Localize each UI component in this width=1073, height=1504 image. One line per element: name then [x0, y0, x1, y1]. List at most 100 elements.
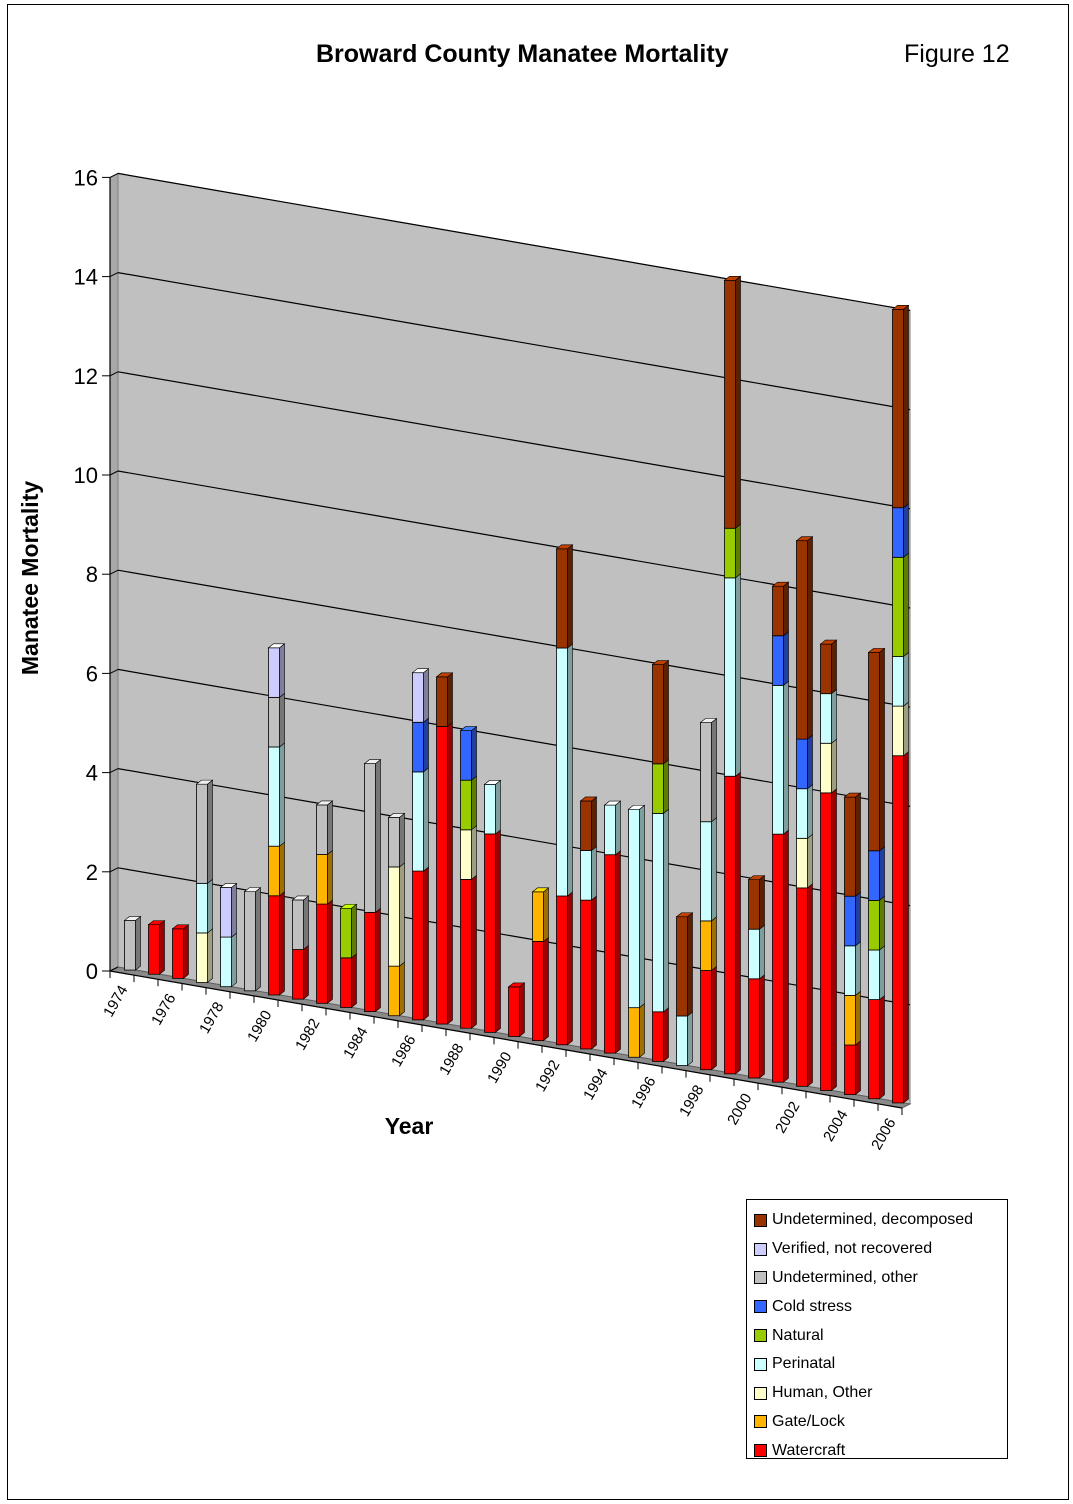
legend-swatch: [754, 1213, 767, 1227]
legend-swatch: [754, 1386, 767, 1400]
bar-segment: [820, 693, 832, 744]
bar-segment-side: [879, 895, 885, 951]
gridline: [117, 172, 911, 311]
bar-segment: [460, 779, 472, 831]
bar-segment-side: [495, 829, 501, 1033]
bar-segment-side: [663, 759, 669, 815]
y-tick-label: 8: [86, 562, 98, 587]
y-axis-label: Manatee Mortality: [17, 481, 43, 675]
bar-segment-side: [399, 812, 405, 868]
bar-segment: [892, 705, 904, 757]
bar-segment-side: [855, 990, 861, 1046]
bar-segment-side: [711, 717, 717, 823]
bar-stack-1987: [435, 672, 454, 1025]
bar-segment-side: [903, 304, 909, 509]
bar-segment-side: [279, 841, 285, 897]
bar-segment: [892, 308, 904, 509]
bar-segment-side: [423, 668, 429, 723]
gridline-side: [109, 768, 119, 774]
gridline-side: [109, 569, 119, 575]
bar-segment-side: [375, 758, 381, 914]
bar-segment: [892, 755, 904, 1104]
bar-top: [315, 800, 334, 806]
gridline-side: [109, 172, 119, 178]
bar-segment: [868, 850, 880, 901]
bar-top: [555, 544, 574, 550]
bar-segment: [484, 783, 496, 835]
bar-segment-side: [615, 800, 621, 856]
x-tick-label: 1988: [436, 1041, 467, 1078]
bar-segment-side: [783, 680, 789, 835]
legend-label: Perinatal: [772, 1355, 836, 1373]
bar-segment-side: [591, 845, 597, 901]
bar-segment-side: [591, 796, 597, 852]
bar-stack-2003: [819, 639, 838, 1092]
bar-stack-1985: [387, 812, 406, 1017]
bar-segment: [388, 866, 400, 967]
bar-segment-side: [447, 672, 453, 728]
bar-segment-side: [639, 804, 645, 1009]
bar-segment-side: [831, 639, 837, 695]
legend-label: Undetermined, decomposed: [772, 1211, 974, 1229]
bar-stack-1998: [699, 717, 718, 1071]
bar-top: [339, 903, 358, 909]
bar-segment: [412, 771, 424, 872]
legend-label: Natural: [772, 1326, 824, 1344]
x-tick-label: 1976: [148, 991, 179, 1028]
bar-segment: [724, 279, 736, 529]
bar-segment: [316, 854, 328, 905]
bar-stack-1995: [627, 804, 646, 1058]
legend-item: Human, Other: [747, 1379, 1007, 1408]
bar-segment-side: [879, 846, 885, 901]
bar-top: [699, 718, 718, 723]
bar-segment-side: [279, 643, 285, 699]
bar-stack-2006: [891, 304, 910, 1104]
bar-segment-side: [375, 907, 381, 1013]
x-tick-label: 1998: [676, 1082, 707, 1119]
bar-segment-side: [327, 899, 333, 1004]
bar-segment-side: [279, 891, 285, 996]
bar-segment: [484, 833, 496, 1033]
bar-segment: [292, 949, 304, 1000]
bar-segment: [748, 879, 760, 930]
bar-segment: [388, 965, 400, 1017]
y-tick-labels: 0 2 4 6 8 10 12 14 16: [74, 165, 98, 984]
x-tick-label: 1974: [100, 983, 131, 1020]
bar-segment-side: [807, 833, 813, 889]
legend-item: Gate/Lock: [747, 1408, 1007, 1437]
bar-segment: [628, 1007, 640, 1058]
bar-stack-1986: [411, 668, 430, 1021]
bar-segment: [388, 816, 400, 868]
bar-segment: [796, 887, 808, 1087]
bar-segment-side: [735, 523, 741, 579]
bar-segment-side: [903, 751, 909, 1104]
bar-top: [795, 536, 814, 542]
x-tick-label: 1990: [484, 1049, 515, 1086]
bar-top: [651, 660, 670, 665]
legend-item: Undetermined, decomposed: [747, 1206, 1007, 1235]
bar-segment-side: [543, 936, 549, 1042]
bar-stack-1984: [363, 758, 382, 1013]
x-axis-line: [109, 970, 903, 1109]
bar-segment: [772, 585, 784, 637]
bar-segment-side: [399, 961, 405, 1017]
bar-segment-side: [831, 738, 837, 794]
bar-segment-side: [255, 887, 261, 992]
legend-swatch: [754, 1271, 767, 1285]
bar-segment: [340, 907, 352, 959]
x-tick-label: 2002: [772, 1099, 803, 1136]
bar-segment-side: [231, 932, 237, 988]
bar-top: [387, 813, 406, 818]
legend-item: Undetermined, other: [747, 1264, 1007, 1293]
bar-top: [171, 924, 190, 930]
bar-stack-2005: [867, 647, 886, 1100]
bar-segment-side: [279, 692, 285, 748]
bar-segment-side: [567, 544, 573, 649]
bar-segment: [748, 978, 760, 1079]
bar-segment-side: [447, 721, 453, 1025]
bar-segment: [868, 949, 880, 1000]
y-tick-label: 2: [86, 860, 98, 885]
bar-segment-side: [183, 924, 189, 980]
bar-segment: [700, 970, 712, 1071]
bar-segment-side: [663, 808, 669, 1013]
